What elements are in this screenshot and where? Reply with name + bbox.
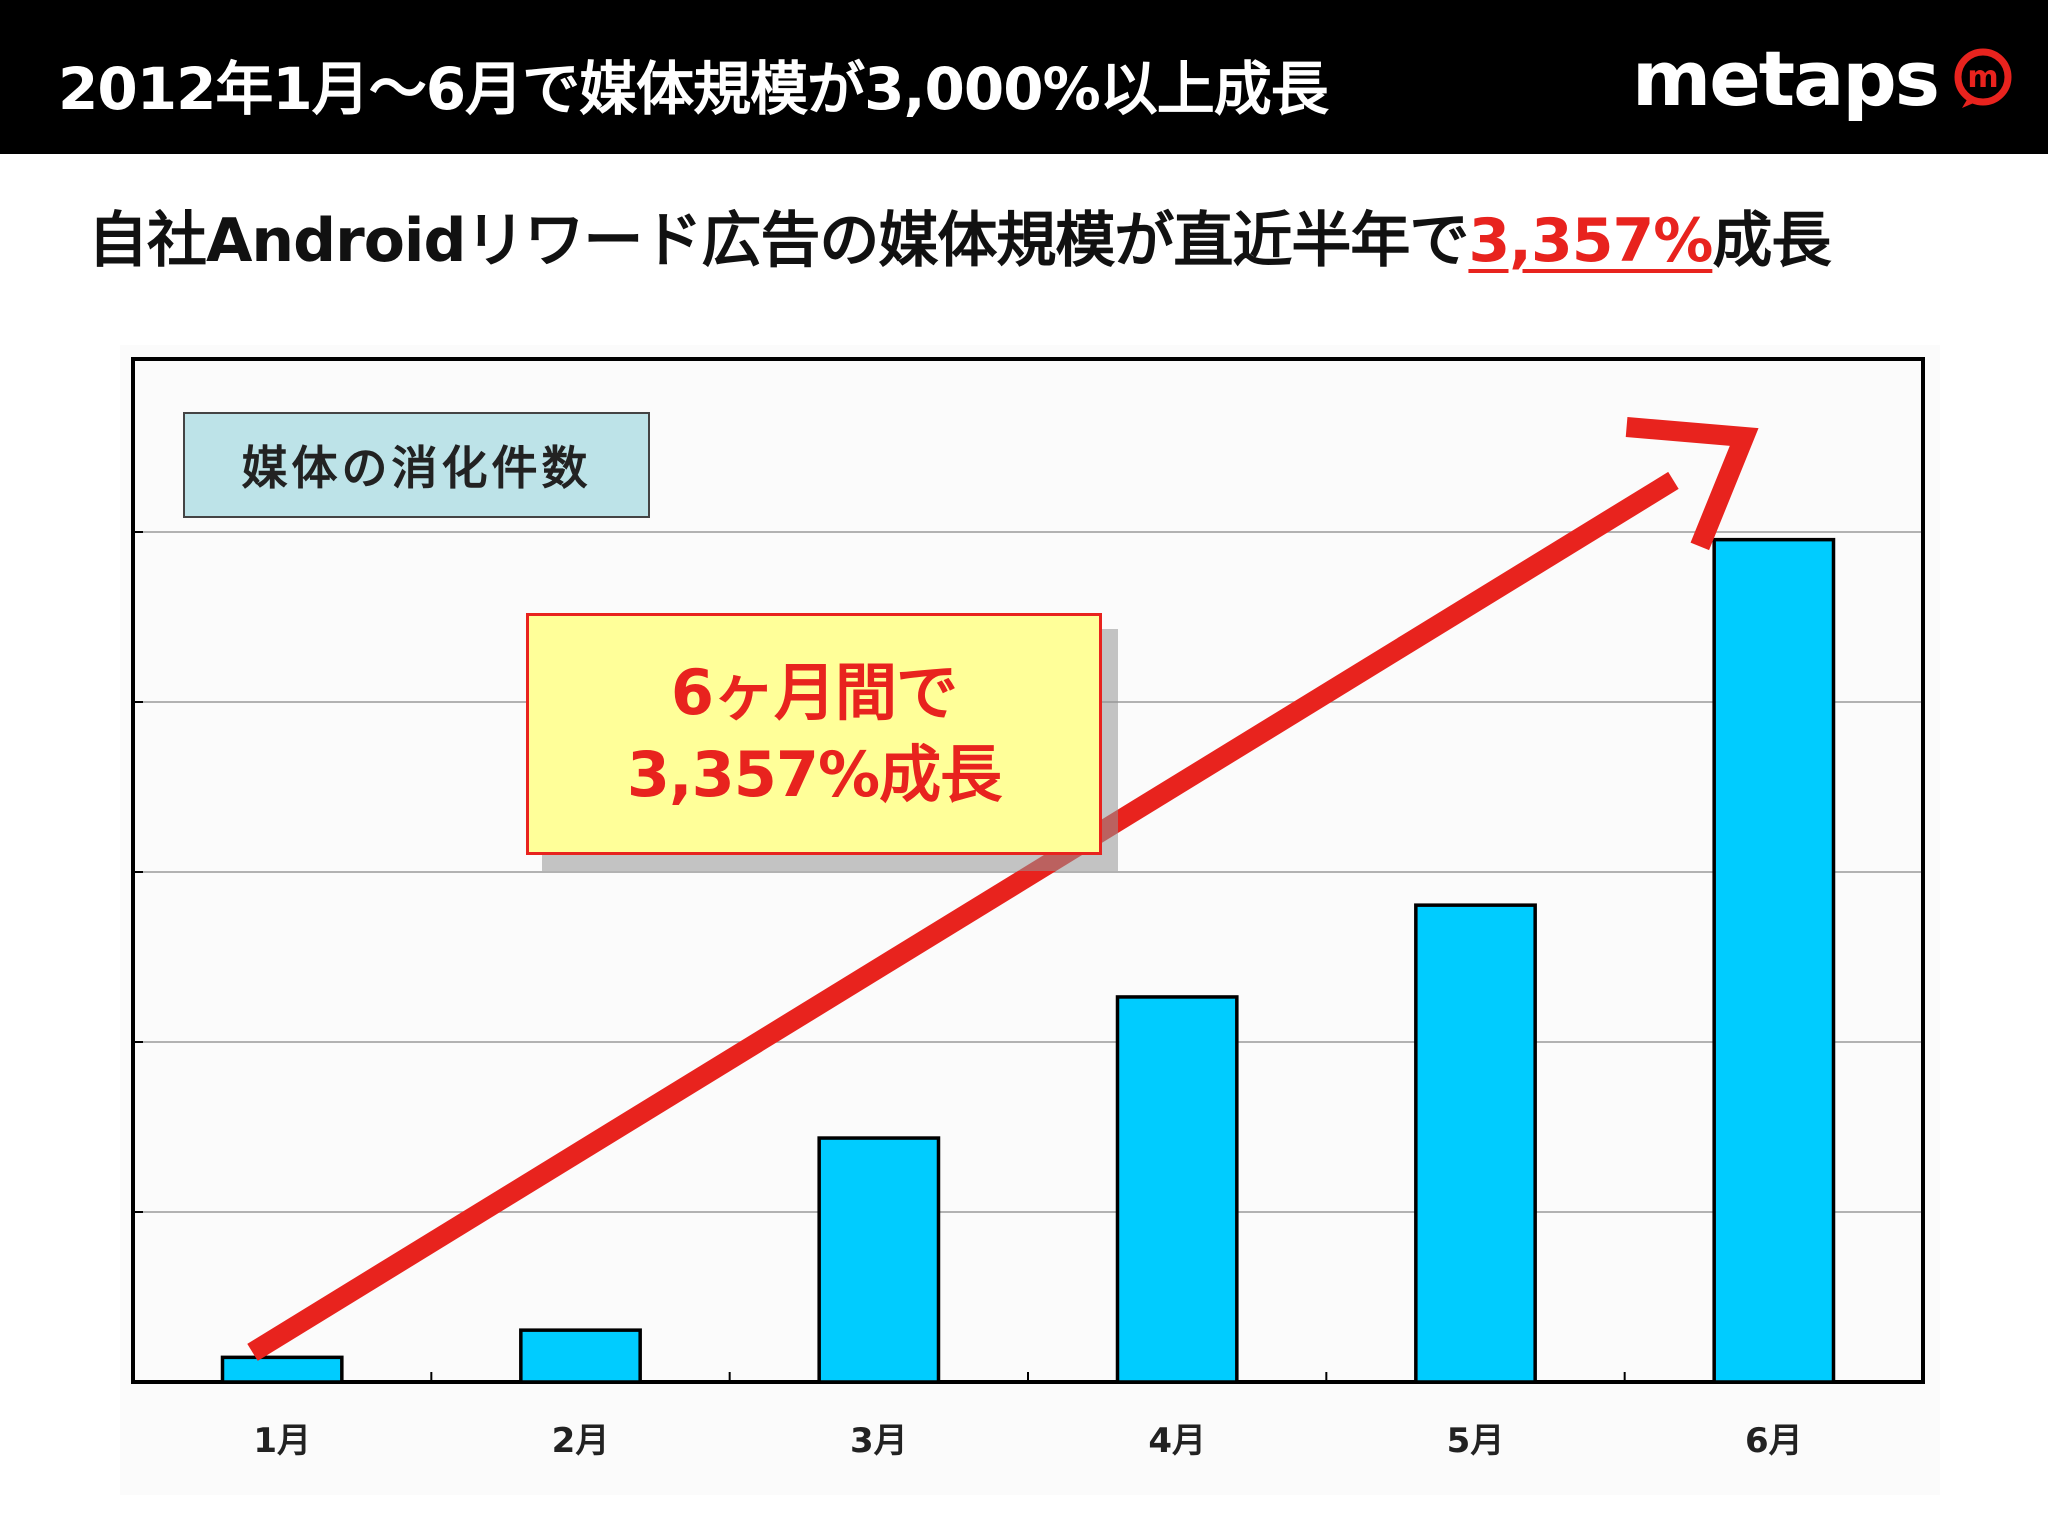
series-label: 媒体の消化件数 xyxy=(241,441,592,495)
growth-callout: 6ヶ月間で 3,357%成長 xyxy=(526,613,1102,855)
trend-arrow-shaft xyxy=(247,471,1679,1361)
x-tick-label: 6月 xyxy=(1745,1421,1803,1461)
subtitle-text: 自社Androidリワード広告の媒体規模が直近半年で xyxy=(88,206,1469,276)
bar-6 xyxy=(1712,537,1836,1384)
x-tick-label: 4月 xyxy=(1148,1421,1206,1461)
bar-1 xyxy=(220,1355,344,1384)
trend-arrow-head xyxy=(1625,417,1759,551)
brand-logo: metaps m xyxy=(1632,34,2022,124)
brand-mark-icon: m xyxy=(1954,48,2012,108)
x-tick-label: 5月 xyxy=(1447,1421,1505,1461)
brand-wordmark: metaps xyxy=(1632,34,1940,123)
series-label-box: 媒体の消化件数 xyxy=(183,412,650,518)
slide-subtitle: 自社Androidリワード広告の媒体規模が直近半年で3,357%成長 xyxy=(88,192,1831,279)
callout-line-1: 6ヶ月間で xyxy=(670,656,958,729)
header-bar: 2012年1月～6月で媒体規模が3,000%以上成長 metaps m xyxy=(0,0,2048,154)
bar-2 xyxy=(519,1328,642,1384)
chart-svg: 1月 2月 3月 4月 5月 6月 xyxy=(131,357,1925,1461)
page-title: 2012年1月～6月で媒体規模が3,000%以上成長 xyxy=(58,55,1329,123)
callout-line-2: 3,357%成長 xyxy=(626,738,1002,811)
subtitle-highlight: 3,357% xyxy=(1468,206,1713,276)
brand-mark-letter: m xyxy=(1967,60,1998,95)
subtitle-suffix: 成長 xyxy=(1712,206,1831,276)
chart: 1月 2月 3月 4月 5月 6月 媒体の消化件数 6ヶ月間で 3,357%成長 xyxy=(120,345,1940,1495)
x-tick-label: 2月 xyxy=(552,1421,610,1461)
x-tick-label: 3月 xyxy=(850,1421,908,1461)
bar-3 xyxy=(817,1136,941,1384)
bar-4 xyxy=(1115,995,1239,1384)
x-tick-label: 1月 xyxy=(253,1421,311,1461)
bar-5 xyxy=(1414,903,1537,1384)
